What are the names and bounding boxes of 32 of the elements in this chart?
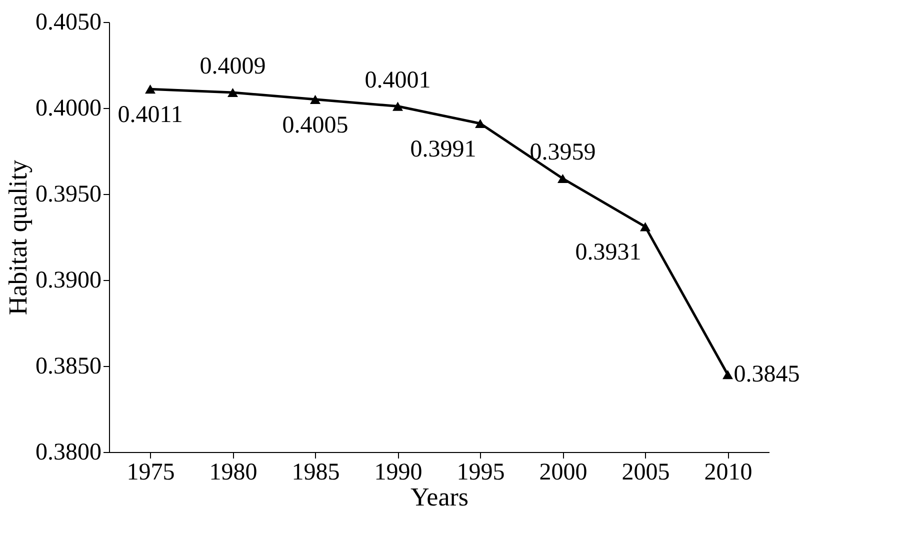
x-tick-label: 2010 — [704, 460, 752, 486]
point — [640, 222, 650, 232]
x-tick-label: 2000 — [539, 460, 588, 486]
x-tick-label: 1975 — [126, 460, 175, 486]
data-label: 0.3931 — [575, 240, 642, 266]
x-tick-label: 2005 — [622, 460, 670, 486]
x-tick-label: 1995 — [456, 460, 505, 486]
x-tick-label: 1985 — [292, 460, 340, 486]
point — [310, 94, 320, 104]
data-label: 0.4001 — [364, 67, 431, 94]
y-tick-label: 0.3800 — [36, 440, 102, 466]
x-axis-title: Years — [410, 482, 469, 512]
y-tick-label: 0.3850 — [36, 354, 102, 380]
point — [145, 84, 156, 94]
x-tick-label: 1990 — [374, 460, 422, 486]
point — [558, 174, 568, 184]
y-axis-title: Habitat quality — [4, 160, 32, 316]
x-tick-label: 1980 — [209, 460, 258, 486]
data-label: 0.3845 — [734, 362, 800, 388]
y-tick-label: 0.3950 — [36, 182, 102, 208]
data-label: 0.3959 — [530, 140, 596, 166]
data-label: 0.4011 — [118, 102, 183, 128]
data-label: 0.3991 — [410, 136, 476, 162]
y-tick-label: 0.4050 — [36, 10, 102, 36]
point — [392, 102, 403, 111]
data-label: 0.4009 — [200, 54, 266, 80]
y-tick-label: 0.3900 — [36, 268, 102, 294]
point — [228, 88, 238, 98]
data-label: 0.4005 — [282, 112, 348, 138]
point — [475, 118, 486, 128]
y-tick-label: 0.4000 — [36, 96, 102, 122]
point — [722, 370, 733, 380]
